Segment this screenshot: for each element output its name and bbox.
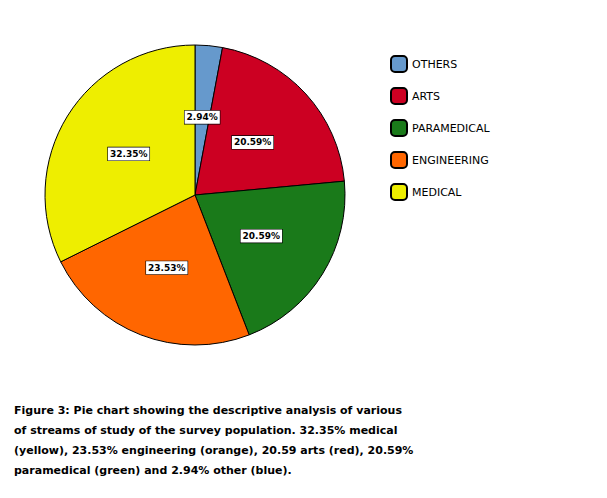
svg-text:of streams of study of the sur: of streams of study of the survey popula…: [14, 424, 397, 437]
svg-text:ENGINEERING: ENGINEERING: [412, 154, 489, 167]
svg-text:paramedical (green) and 2.94%: paramedical (green) and 2.94% other (blu…: [14, 464, 292, 477]
svg-text:2.94%: 2.94%: [187, 112, 218, 122]
svg-text:32.35%: 32.35%: [110, 149, 148, 159]
svg-text:(yellow), 23.53% engineering (: (yellow), 23.53% engineering (orange), 2…: [14, 444, 413, 457]
svg-text:23.53%: 23.53%: [148, 263, 186, 273]
svg-text:20.59%: 20.59%: [243, 231, 281, 241]
svg-text:OTHERS: OTHERS: [412, 58, 457, 71]
svg-text:PARAMEDICAL: PARAMEDICAL: [412, 122, 491, 135]
svg-text:20.59%: 20.59%: [234, 137, 272, 147]
svg-text:Figure 3: Pie chart showing th: Figure 3: Pie chart showing the descript…: [14, 404, 402, 417]
svg-text:ARTS: ARTS: [412, 90, 440, 103]
svg-text:MEDICAL: MEDICAL: [412, 186, 462, 199]
